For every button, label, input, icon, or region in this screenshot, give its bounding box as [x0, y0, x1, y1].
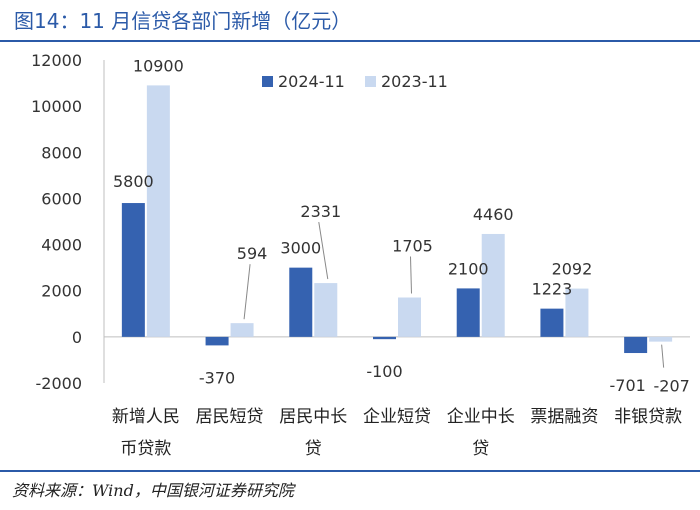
legend: 2024-11 2023-11 — [262, 72, 448, 91]
bar-2023-11 — [649, 336, 673, 342]
leader-line — [318, 221, 329, 280]
data-label-2024-11: 2100 — [448, 259, 489, 278]
bar-2023-11 — [230, 323, 254, 337]
data-label-2023-11: 4460 — [473, 205, 514, 224]
data-label-2024-11: -701 — [609, 376, 645, 395]
data-label-2023-11: -207 — [653, 377, 689, 396]
data-label-2023-11: 1705 — [392, 237, 433, 256]
bar-2024-11 — [205, 336, 229, 346]
x-tick-label: 票据融资 — [530, 407, 598, 427]
source-rule — [0, 470, 700, 472]
title-rule — [0, 40, 700, 42]
y-tick-label: 8000 — [41, 143, 82, 162]
data-label-2023-11: 2331 — [300, 202, 341, 221]
x-tick-label: 企业中长 — [447, 407, 515, 427]
x-tick-label: 币贷款 — [120, 439, 171, 459]
y-tick-label: 0 — [72, 328, 82, 347]
legend-swatch — [262, 76, 273, 87]
legend-label: 2023-11 — [381, 72, 448, 91]
data-label-2024-11: 5800 — [113, 172, 154, 191]
legend-swatch — [365, 76, 376, 87]
figure-title: 图14：11 月信贷各部门新增（亿元） — [14, 9, 352, 33]
x-tick-label: 贷 — [472, 439, 489, 459]
leader-line — [410, 256, 412, 294]
bar-2024-11 — [289, 267, 313, 337]
bar-2023-11 — [146, 85, 170, 337]
y-tick-label: 6000 — [41, 189, 82, 208]
y-tick-label: 12000 — [31, 51, 82, 70]
legend-label: 2024-11 — [278, 72, 345, 91]
y-tick-label: 4000 — [41, 236, 82, 255]
x-tick-label: 非银贷款 — [614, 407, 682, 427]
bar-2023-11 — [481, 233, 505, 337]
y-tick-label: -2000 — [36, 374, 83, 393]
leader-line — [661, 344, 665, 368]
data-label-2024-11: 1223 — [532, 280, 573, 299]
bar-chart: -2000 0 2000 4000 6000 8000 10000 12000 5800 109… — [31, 51, 690, 459]
bar-2024-11 — [456, 288, 480, 337]
x-tick-label: 企业短贷 — [363, 407, 431, 427]
bar-2023-11 — [398, 297, 421, 337]
y-tick-label: 10000 — [31, 97, 82, 116]
bar-layer — [121, 85, 673, 354]
x-tick-label: 贷 — [305, 439, 322, 459]
y-tick-label: 2000 — [41, 282, 82, 301]
data-label-2023-11: 2092 — [552, 260, 593, 279]
data-label-2023-11: 10900 — [133, 56, 184, 75]
data-label-2024-11: -370 — [199, 368, 235, 387]
bar-2024-11 — [373, 336, 396, 340]
leader-line — [243, 264, 251, 320]
data-label-2023-11: 594 — [237, 244, 268, 263]
data-label-2024-11: 3000 — [280, 239, 321, 258]
axis-layer: -2000 0 2000 4000 6000 8000 10000 12000 — [31, 51, 690, 393]
bar-2023-11 — [565, 288, 589, 337]
bar-2024-11 — [540, 308, 564, 337]
source-note: 资料来源：Wind，中国银河证券研究院 — [12, 481, 294, 500]
bar-2023-11 — [314, 283, 338, 337]
bar-2024-11 — [121, 203, 145, 337]
x-tick-label: 居民中长 — [279, 407, 347, 427]
bar-2024-11 — [624, 336, 648, 354]
x-tick-label: 新增人民 — [112, 407, 180, 427]
data-label-2024-11: -100 — [366, 362, 402, 381]
x-tick-label: 居民短贷 — [196, 407, 264, 427]
